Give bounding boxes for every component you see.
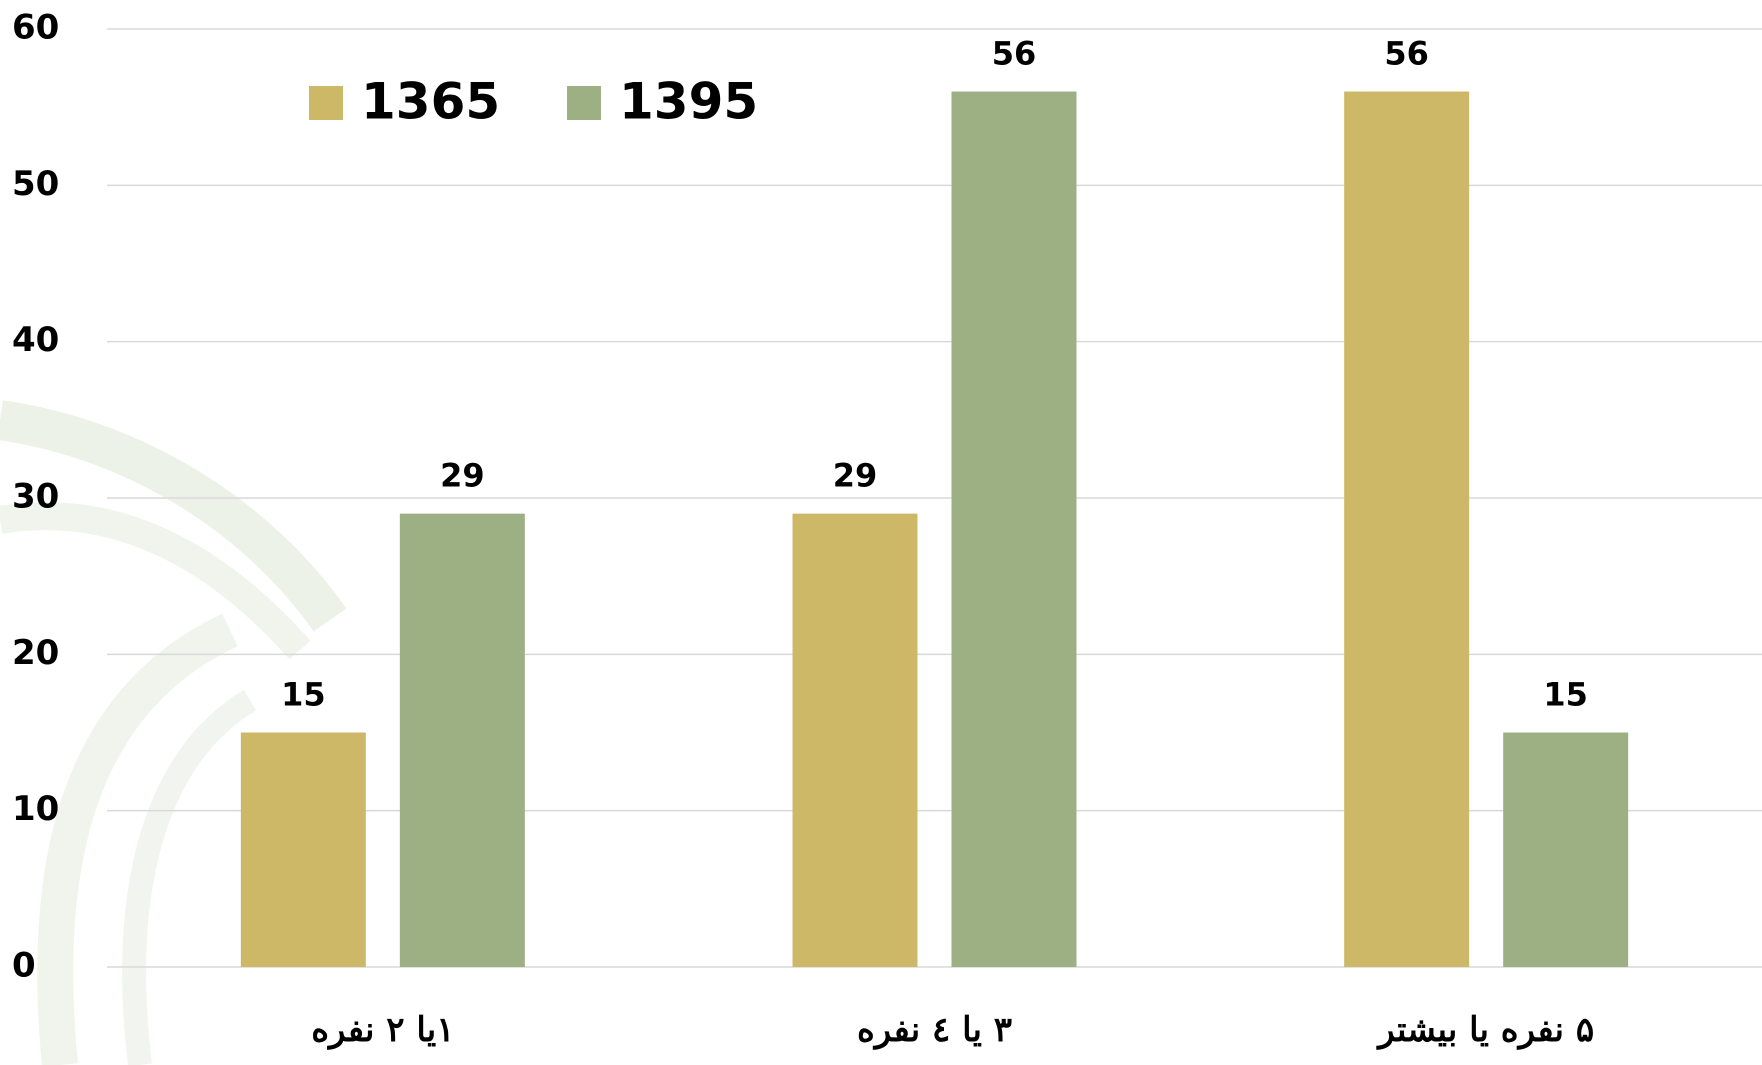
y-tick-label: 10 <box>12 789 59 829</box>
y-tick-label: 20 <box>12 633 59 673</box>
x-tick-label: ۱یا ۲ نفره <box>311 1010 454 1050</box>
y-tick-label: 0 <box>12 946 36 986</box>
background-decoration <box>0 400 347 1065</box>
data-label: 56 <box>992 35 1037 73</box>
data-label: 29 <box>440 457 485 495</box>
legend-label: 1365 <box>361 73 500 131</box>
bar <box>240 732 366 967</box>
data-label: 15 <box>1543 676 1588 714</box>
data-label: 29 <box>833 457 878 495</box>
data-label: 56 <box>1384 35 1429 73</box>
legend-label: 1395 <box>619 73 758 131</box>
bar <box>792 513 918 967</box>
data-label: 15 <box>281 676 326 714</box>
legend-swatch <box>567 86 601 120</box>
bar <box>399 513 525 967</box>
y-tick-label: 50 <box>12 164 59 204</box>
bar <box>1503 732 1629 967</box>
y-tick-label: 60 <box>12 8 59 48</box>
x-tick-label: ۳ یا ٤ نفره <box>857 1010 1012 1050</box>
bar <box>1344 91 1470 968</box>
y-tick-label: 40 <box>12 320 59 360</box>
bar <box>951 91 1077 968</box>
legend-swatch <box>309 86 343 120</box>
x-tick-label: ۵ نفره یا بیشتر <box>1376 1010 1594 1050</box>
y-tick-label: 30 <box>12 477 59 517</box>
